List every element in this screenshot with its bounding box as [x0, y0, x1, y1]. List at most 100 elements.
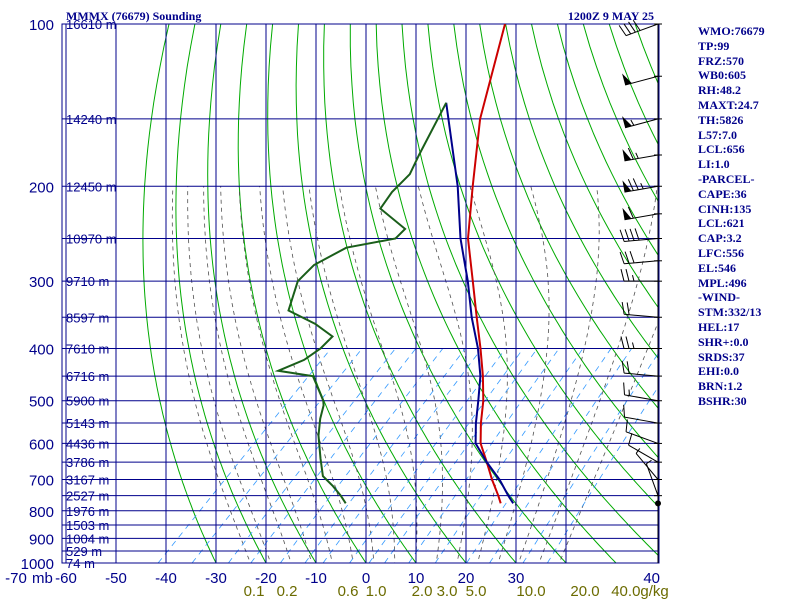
wind-barb — [620, 269, 662, 282]
barb-half — [630, 119, 635, 126]
barb-full — [618, 25, 627, 36]
dry-adiabat — [479, 24, 659, 410]
barb-full — [621, 360, 625, 374]
barb-staff — [624, 313, 659, 318]
index-item: TH:5826 — [698, 112, 744, 127]
barb-staff — [625, 118, 659, 129]
index-item: STM:332/13 — [698, 305, 762, 320]
wind-barb — [623, 404, 662, 424]
wind-barb — [622, 147, 662, 162]
barb-half — [646, 459, 652, 465]
moist-adiabat — [282, 186, 375, 563]
height-label: 1503 m — [66, 518, 109, 533]
temperature-tick-label: 10 — [408, 570, 425, 587]
pressure-tick-label: 100 — [29, 17, 54, 34]
barb-full — [625, 269, 630, 282]
mixing-ratio-label: 0.6 — [338, 583, 359, 600]
barb-half — [635, 448, 641, 454]
mixing-ratio-label: 0.2 — [277, 583, 298, 600]
moist-adiabat — [538, 186, 658, 563]
barb-full — [619, 251, 625, 264]
isobars — [61, 23, 660, 564]
temperature-profile — [466, 24, 506, 504]
temperature-tick-label: 40 — [643, 570, 660, 587]
valid-time: 1200Z 9 MAY 25 — [568, 9, 654, 23]
barb-staff — [625, 75, 659, 86]
height-label: 1976 m — [66, 504, 109, 519]
dry-adiabat — [323, 24, 517, 563]
moist-adiabat — [469, 186, 508, 563]
dry-adiabat — [175, 24, 267, 563]
index-item: FRZ:570 — [698, 53, 744, 68]
temperature-tick-label: -70 — [5, 570, 27, 587]
index-item: EHI:0.0 — [698, 364, 740, 379]
index-item: CAP:3.2 — [698, 231, 742, 246]
temperature-tick-label: -30 — [205, 570, 227, 587]
barb-half — [635, 152, 639, 159]
dry-adiabat — [556, 24, 659, 258]
barb-staff — [624, 260, 659, 265]
moist-adiabat — [171, 186, 251, 563]
barb-full — [621, 301, 625, 315]
height-label: 8597 m — [66, 310, 109, 325]
barb-full — [625, 336, 630, 349]
wind-barb — [622, 116, 662, 129]
height-label: 16610 m — [66, 17, 117, 32]
barb-flag — [622, 116, 632, 128]
mixing-ratio-line — [434, 348, 584, 563]
barb-half — [632, 342, 635, 349]
moist-adiabat — [375, 186, 443, 563]
mb-label: mb — [32, 570, 53, 587]
parcel-trace — [445, 102, 515, 504]
barb-flag — [622, 149, 632, 161]
barb-full — [623, 23, 632, 35]
height-label: 2527 m — [66, 489, 109, 504]
temperature-tick-label: -10 — [305, 570, 327, 587]
mixing-ratio-label: 2.0 — [412, 583, 433, 600]
mixing-ratio-line — [322, 348, 482, 563]
height-label: 10970 m — [66, 231, 117, 246]
height-label: 529 m — [66, 544, 102, 559]
barb-staff — [624, 372, 659, 377]
temperature-tick-label: 30 — [508, 570, 525, 587]
dry-adiabat — [207, 24, 317, 563]
moist-adiabats — [171, 186, 659, 563]
temperature-tick-label: -50 — [105, 570, 127, 587]
wind-barb — [620, 336, 662, 350]
pressure-tick-label: 800 — [29, 504, 54, 521]
wind-barb — [622, 73, 662, 86]
dry-adiabat — [142, 24, 217, 563]
pressure-tick-label: 700 — [29, 473, 54, 490]
barb-full — [624, 229, 630, 242]
index-item: BRN:1.2 — [698, 379, 743, 394]
barb-full — [629, 251, 635, 264]
barb-full — [623, 404, 626, 418]
temperature-tick-label: -40 — [155, 570, 177, 587]
pressure-tick-label: 400 — [29, 342, 54, 359]
mixing-ratio-line — [157, 348, 332, 563]
mixing-ratio-line — [466, 348, 612, 563]
mixing-ratio-lines — [157, 348, 659, 563]
moist-adiabat — [259, 186, 354, 563]
index-item: TP:99 — [698, 38, 730, 53]
dry-adiabat — [765, 24, 800, 574]
moist-adiabat — [558, 319, 659, 563]
barb-full — [625, 419, 628, 432]
index-item: SHR+:0.0 — [698, 334, 749, 349]
moist-adiabat — [220, 186, 313, 563]
height-label: 6716 m — [66, 369, 109, 384]
barb-full — [626, 302, 630, 315]
chart-title: MMMX (76679) Sounding — [66, 9, 201, 23]
wind-barb — [623, 382, 662, 402]
barb-full — [627, 179, 634, 191]
index-item: MPL:496 — [698, 275, 747, 290]
barb-half — [640, 183, 644, 190]
temperature-tick-label: -60 — [55, 570, 77, 587]
temperature-tick-label: -20 — [255, 570, 277, 587]
barb-full — [626, 361, 630, 374]
dry-adiabat — [267, 24, 417, 563]
barb-full — [624, 251, 630, 264]
barb-full — [628, 433, 633, 446]
dry-adiabat — [427, 24, 659, 509]
wind-barb — [621, 301, 662, 318]
